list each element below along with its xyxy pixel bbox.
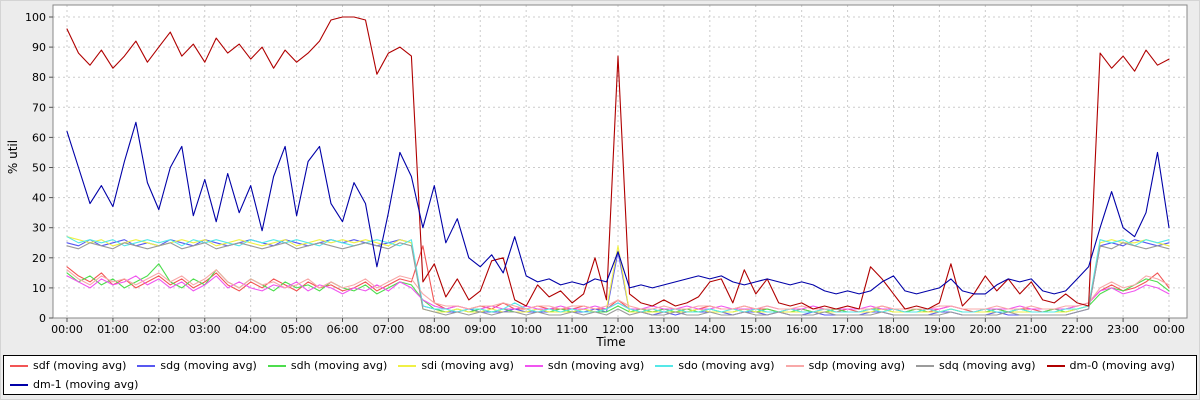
x-tick-label: 04:00 [235,323,267,336]
legend-item-sdg: sdg (moving avg) [137,356,257,375]
legend-swatch-sdo [655,364,674,367]
y-tick-label: 70 [32,101,46,114]
x-tick-label: 13:00 [648,323,680,336]
x-tick-label: 15:00 [740,323,772,336]
x-tick-label: 12:00 [602,323,634,336]
x-tick-label: 00:00 [51,323,83,336]
x-tick-label: 22:00 [1061,323,1093,336]
legend-swatch-sdq [916,364,935,367]
legend-swatch-dm-1 [10,383,28,386]
legend-label: sdi (moving avg) [421,359,514,372]
series-line-sdp [66,269,1170,310]
legend-item-sdp: sdp (moving avg) [785,356,906,375]
x-tick-label: 11:00 [556,323,588,336]
x-tick-label: 21:00 [1015,323,1047,336]
series-line-sdi [66,236,1170,313]
legend-label: sdg (moving avg) [160,359,257,372]
x-tick-label: 00:00 [1153,323,1185,336]
legend-swatch-dm-0 [1046,364,1065,367]
x-tick-label: 16:00 [786,323,818,336]
legend-label: sdh (moving avg) [290,359,388,372]
legend-label: sdp (moving avg) [808,359,906,372]
x-tick-label: 17:00 [832,323,864,336]
utilization-chart: 0 10 20 30 40 50 60 70 80 90 100 00:00 01:00 02:00 03:… [25,4,1188,336]
legend-label: sdf (moving avg) [33,359,127,372]
x-tick-label: 18:00 [878,323,910,336]
legend-item-sdo: sdo (moving avg) [655,356,775,375]
y-tick-label: 40 [32,192,46,205]
y-tick-label: 0 [39,312,46,325]
y-tick-label: 10 [32,282,46,295]
legend-label: sdn (moving avg) [547,359,645,372]
series-line-dm-1 [66,121,1170,295]
x-tick-label: 09:00 [464,323,496,336]
x-tick-label: 23:00 [1107,323,1139,336]
legend-swatch-sdi [398,364,417,367]
x-tick-label: 01:00 [97,323,129,336]
legend-label: dm-0 (moving avg) [1069,359,1175,372]
series-line-dm-0 [66,16,1170,310]
legend-swatch-sdn [524,364,543,367]
y-tick-label: 100 [25,11,46,24]
legend: sdf (moving avg) sdg (moving avg) sdh (mov… [3,355,1197,395]
legend-item-sdf: sdf (moving avg) [10,356,126,375]
x-tick-label: 08:00 [418,323,450,336]
legend-swatch-sdh [267,364,286,367]
legend-label: sdq (moving avg) [939,359,1036,372]
x-tick-label: 02:00 [143,323,175,336]
legend-item-dm-0: dm-0 (moving avg) [1046,356,1175,375]
y-tick-label: 80 [32,71,46,84]
legend-item-sdh: sdh (moving avg) [267,356,388,375]
x-tick-label: 03:00 [189,323,221,336]
y-axis-title: % util [6,139,20,175]
legend-item-sdq: sdq (moving avg) [916,356,1036,375]
legend-label: dm-1 (moving avg) [33,378,139,391]
legend-swatch-sdf [10,364,28,367]
x-tick-label: 14:00 [694,323,726,336]
x-tick-label: 06:00 [327,323,359,336]
legend-item-dm-1: dm-1 (moving avg) [10,375,138,394]
legend-item-sdn: sdn (moving avg) [524,356,645,375]
x-axis-title: Time [596,335,626,349]
x-tick-label: 07:00 [373,323,405,336]
x-tick-label: 19:00 [924,323,956,336]
y-tick-label: 60 [32,131,46,144]
legend-swatch-sdp [785,364,804,367]
legend-label: sdo (moving avg) [678,359,775,372]
legend-swatch-sdg [137,364,156,367]
x-tick-label: 10:00 [510,323,542,336]
x-tick-label: 20:00 [969,323,1001,336]
series-line-sdq [66,242,1170,316]
y-tick-label: 90 [32,41,46,54]
y-tick-label: 30 [32,222,46,235]
y-tick-label: 50 [32,162,46,175]
y-tick-label: 20 [32,252,46,265]
x-tick-label: 05:00 [281,323,313,336]
legend-item-sdi: sdi (moving avg) [398,356,514,375]
